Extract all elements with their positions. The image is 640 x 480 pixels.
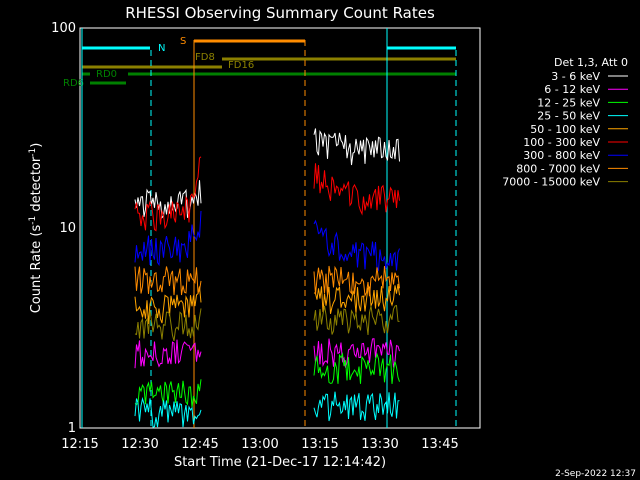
plot-frame	[79, 27, 481, 429]
legend-label-1: 6 - 12 keV	[544, 83, 600, 96]
y-tick-label-100: 100	[51, 21, 76, 36]
x-tick-label-1345: 13:45	[421, 437, 458, 452]
trace-1-seg-0	[134, 339, 202, 369]
x-tick-label-1215: 12:15	[61, 437, 98, 452]
flag-label-fd16: FD16	[228, 60, 254, 71]
trace-2-seg-0	[134, 379, 202, 408]
x-tick-label-1330: 13:30	[361, 437, 398, 452]
trace-7-seg-0	[134, 266, 202, 296]
x-tick-label-1245: 12:45	[181, 437, 218, 452]
trace-1-seg-1	[313, 338, 400, 368]
flag-label-rd6: RD6	[63, 78, 84, 89]
trace-2-seg-1	[313, 352, 400, 384]
legend-label-2: 12 - 25 keV	[537, 96, 600, 109]
trace-4-seg-1	[313, 283, 400, 315]
trace-3-seg-1	[313, 391, 400, 422]
trace-7-seg-1	[313, 265, 400, 298]
x-tick-label-1315: 13:15	[301, 437, 338, 452]
legend-label-0: 3 - 6 keV	[551, 70, 600, 83]
footer-date: 2-Sep-2022 12:37	[555, 469, 636, 479]
x-axis-label: Start Time (21-Dec-17 12:14:42)	[174, 455, 386, 470]
legend-label-8: 7000 - 15000 keV	[502, 176, 600, 189]
legend-label-5: 100 - 300 keV	[523, 136, 600, 149]
y-tick-label-10: 10	[59, 221, 76, 236]
trace-0-seg-0	[134, 180, 202, 219]
trace-8-seg-1	[313, 304, 400, 336]
flag-label-s: S	[180, 36, 186, 47]
trace-5-seg-0	[134, 156, 202, 232]
trace-3-seg-0	[134, 396, 202, 428]
flag-label-rd0: RD0	[96, 69, 117, 80]
legend-label-7: 800 - 7000 keV	[516, 162, 600, 175]
flag-label-n: N	[158, 43, 165, 54]
legend-label-3: 25 - 50 keV	[537, 110, 600, 123]
y-tick-label-1: 1	[68, 421, 76, 436]
flag-label-fd8: FD8	[195, 52, 215, 63]
trace-4-seg-0	[134, 286, 202, 325]
legend-label-6: 300 - 800 keV	[523, 149, 600, 162]
vertical-markers	[81, 28, 457, 428]
trace-8-seg-0	[134, 308, 202, 342]
y-axis-label: Count Rate (s-1 detector-1)	[28, 143, 44, 314]
trace-5-seg-1	[313, 163, 400, 216]
trace-0-seg-1	[313, 128, 400, 166]
trace-6-seg-1	[313, 219, 400, 272]
data-traces	[134, 128, 400, 428]
x-tick-label-1230: 12:30	[121, 437, 158, 452]
legend-header: Det 1,3, Att 0	[554, 56, 628, 69]
legend-label-4: 50 - 100 keV	[530, 123, 600, 136]
x-tick-label-1300: 13:00	[241, 437, 278, 452]
trace-6-seg-0	[134, 210, 202, 267]
chart-title: RHESSI Observing Summary Count Rates	[125, 4, 435, 22]
flag-bars: N S FD8 FD16 RD0 RD6	[63, 36, 456, 89]
